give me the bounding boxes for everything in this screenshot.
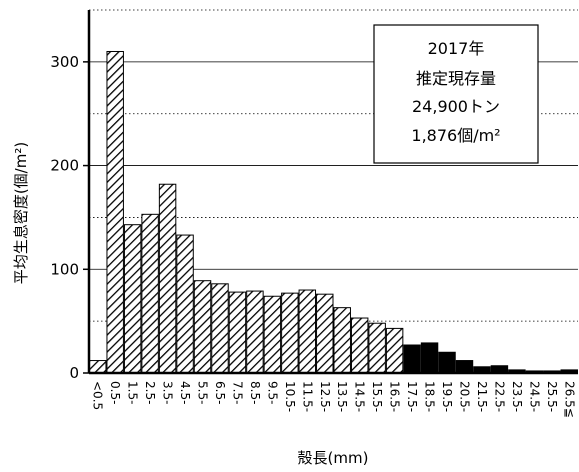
- x-tick-label: 12.5-: [318, 381, 332, 412]
- bar-1: [106, 50, 124, 374]
- annotation-box: 2017年 推定現存量 24,900トン 1,876個/m²: [373, 24, 539, 164]
- bar-7: [211, 283, 229, 374]
- x-tick-label: 15.5-: [370, 381, 384, 412]
- x-tick-label: 21.5-: [475, 381, 489, 412]
- x-axis-label: 殻長(mm): [298, 449, 369, 467]
- x-tick-label: 5.5-: [196, 381, 210, 404]
- x-tick-label: 6.5-: [213, 381, 227, 404]
- bar-14: [333, 307, 351, 374]
- annotation-line-3: 24,900トン: [412, 97, 500, 116]
- bars: [89, 50, 578, 374]
- bar-0: [89, 360, 107, 374]
- x-tick-label: 13.5-: [335, 381, 349, 412]
- x-tick-label: 4.5-: [178, 381, 192, 404]
- bar-12: [298, 289, 317, 374]
- x-tick-label: 19.5-: [440, 381, 454, 412]
- x-tick-label: <0.5: [91, 381, 105, 410]
- x-tick-label: 10.5-: [283, 381, 297, 412]
- bar-15: [350, 317, 369, 374]
- bar-13: [316, 293, 334, 374]
- bar-8: [228, 291, 247, 374]
- bar-4: [158, 183, 177, 374]
- x-tick-label: 14.5-: [353, 381, 367, 412]
- x-tick-label: 16.5-: [388, 381, 402, 412]
- x-tick-label: 1.5-: [126, 381, 140, 404]
- bar-2: [123, 224, 142, 374]
- bar-17: [385, 327, 404, 374]
- x-tick-label: 18.5-: [423, 381, 437, 412]
- y-tick-label: 0: [69, 364, 79, 382]
- annotation-line-2: 推定現存量: [416, 69, 496, 88]
- x-tick-label: 0.5-: [108, 381, 122, 404]
- bar-20: [438, 351, 456, 374]
- bar-11: [281, 292, 299, 374]
- y-tick-label: 100: [50, 260, 79, 278]
- x-tick-label: 24.5-: [527, 381, 541, 412]
- x-tick-label: 17.5-: [405, 381, 419, 412]
- annotation-line-1: 2017年: [428, 39, 485, 58]
- x-tick-labels: <0.5 0.5- 1.5- 2.5- 3.5- 4.5- 5.5- 6.5- 7.5- 8.5-…: [91, 381, 577, 418]
- x-tick-label: 8.5-: [248, 381, 262, 404]
- bar-16: [368, 322, 386, 374]
- bar-10: [263, 295, 282, 374]
- y-tick-label: 300: [50, 53, 79, 71]
- x-tick-label: 2.5-: [143, 381, 157, 404]
- x-tick-label: 3.5-: [161, 381, 175, 404]
- annotation-line-4: 1,876個/m²: [411, 126, 500, 145]
- bar-21: [455, 360, 474, 374]
- x-tick-label: 9.5-: [265, 381, 279, 404]
- x-tick-label: 23.5-: [510, 381, 524, 412]
- bar-9: [246, 290, 264, 374]
- y-tick-labels: 0 100 200 300: [50, 53, 79, 382]
- bar-5: [176, 234, 194, 374]
- x-tick-label: 25.5-: [545, 381, 559, 412]
- y-axis-label: 平均生息密度(個/m²): [12, 142, 30, 284]
- y-tick-label: 200: [50, 157, 79, 175]
- bar-6: [193, 280, 212, 374]
- axes: [83, 10, 578, 375]
- x-tick-label: 26.5≦: [562, 381, 576, 418]
- bar-3: [141, 213, 159, 374]
- x-tick-label: 7.5-: [230, 381, 244, 404]
- x-tick-label: 22.5-: [492, 381, 506, 412]
- x-tick-label: 11.5-: [300, 381, 314, 412]
- bar-19: [420, 342, 439, 374]
- bar-18: [403, 344, 421, 374]
- x-tick-label: 20.5-: [458, 381, 472, 412]
